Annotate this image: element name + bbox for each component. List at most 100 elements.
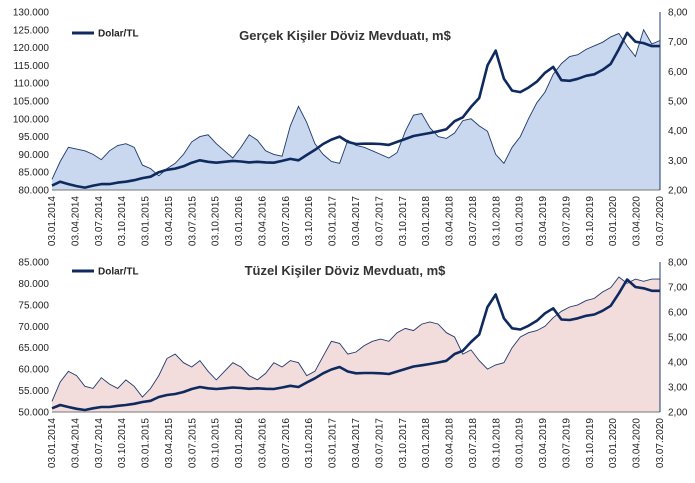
x-tick-label: 03.04.2018 (445, 196, 456, 246)
dolar-tl-line (51, 278, 660, 412)
y-tick-label: 80.000 (18, 186, 49, 197)
x-tick-label: 03.01.2016 (234, 196, 245, 246)
x-tick-label: 03.10.2016 (304, 196, 315, 246)
dolar-tl-line (51, 31, 660, 189)
y-tick-label: 90.000 (18, 150, 49, 161)
x-tick-label: 03.01.2018 (421, 418, 432, 468)
y-tick-label: 100.000 (13, 114, 50, 125)
y-tick-label: 95.000 (18, 132, 49, 143)
x-tick-label: 03.07.2018 (468, 196, 479, 246)
chart-2: 50.000 55.000 60.000 65.000 70.000 75.000 80.0… (18, 258, 687, 469)
y-tick-label: 60.000 (18, 365, 49, 376)
y-tick-label: 70.000 (18, 322, 49, 333)
area-series-fill (52, 29, 660, 190)
y-tick-label: 65.000 (18, 343, 49, 354)
y-tick-label: 110.000 (14, 79, 50, 90)
chart-title: Gerçek Kişiler Döviz Mevduatı, m$ (239, 28, 451, 43)
x-tick-label: 03.10.2018 (491, 418, 502, 468)
x-tick-label: 03.07.2017 (374, 196, 385, 246)
x-tick-label: 03.01.2015 (141, 196, 152, 246)
x-tick-label: 03.04.2014 (70, 418, 81, 468)
x-tick-label: 03.10.2017 (398, 196, 409, 246)
x-tick-label: 03.04.2019 (538, 418, 549, 468)
x-tick-label: 03.07.2015 (187, 196, 198, 246)
y2-tick-label: 4,00 (668, 126, 688, 137)
area-series-outline (51, 28, 661, 180)
legend-label: Dolar/TL (98, 29, 139, 40)
x-tick-label: 03.04.2016 (257, 418, 268, 468)
x-tick-label: 03.04.2018 (445, 418, 456, 468)
x-tick-label: 03.10.2018 (491, 196, 502, 246)
y2-tick-label: 7,00 (668, 283, 688, 294)
y2-tick-label: 8,00 (668, 8, 688, 19)
x-tick-label: 03.04.2019 (538, 196, 549, 246)
area-series-fill (52, 277, 660, 412)
chart-title: Tüzel Kişiler Döviz Mevduatı, m$ (245, 263, 447, 278)
x-tick-label: 03.01.2020 (608, 196, 619, 246)
x-tick-label: 03.10.2016 (304, 418, 315, 468)
x-tick-label: 03.01.2014 (47, 418, 58, 468)
chart-1: 80.000 85.000 90.000 95.000 100.000 105.000 11… (13, 8, 688, 247)
area-series-outline (51, 276, 660, 402)
y-tick-label: 50.000 (18, 408, 49, 419)
x-tick-label: 03.01.2019 (515, 196, 526, 246)
x-tick-label: 03.10.2017 (398, 418, 409, 468)
y2-tick-label: 5,00 (668, 97, 688, 108)
y-tick-label: 120.000 (13, 43, 50, 54)
y2-tick-label: 3,00 (668, 156, 688, 167)
legend-label: Dolar/TL (98, 267, 139, 278)
x-tick-label: 03.04.2017 (351, 418, 362, 468)
x-tick-label: 03.04.2015 (164, 418, 175, 468)
y-tick-label: 85.000 (18, 168, 49, 179)
x-tick-label: 03.01.2016 (234, 418, 245, 468)
y2-tick-label: 5,00 (668, 333, 688, 344)
y-tick-label: 75.000 (18, 300, 49, 311)
x-tick-label: 03.07.2017 (374, 418, 385, 468)
x-tick-label: 03.04.2014 (70, 196, 81, 246)
y-tick-label: 105.000 (13, 97, 50, 108)
x-tick-label: 03.07.2016 (281, 418, 292, 468)
x-tick-label: 03.07.2020 (655, 418, 666, 468)
x-tick-label: 03.01.2018 (421, 196, 432, 246)
x-tick-label: 03.01.2019 (515, 418, 526, 468)
y-tick-label: 115.000 (14, 61, 50, 72)
x-tick-label: 03.07.2019 (561, 196, 572, 246)
x-tick-label: 03.01.2017 (328, 196, 339, 246)
x-tick-label: 03.01.2014 (47, 196, 58, 246)
x-tick-label: 03.04.2020 (632, 196, 643, 246)
x-tick-label: 03.10.2014 (117, 196, 128, 246)
x-tick-label: 03.07.2018 (468, 418, 479, 468)
x-tick-label: 03.07.2015 (187, 418, 198, 468)
y2-tick-label: 6,00 (668, 308, 688, 319)
y2-tick-label: 2,00 (668, 186, 688, 197)
y2-tick-label: 7,00 (668, 37, 688, 48)
x-tick-label: 03.10.2015 (211, 196, 222, 246)
y-tick-label: 55.000 (18, 386, 49, 397)
x-tick-label: 03.10.2014 (117, 418, 128, 468)
y2-tick-label: 4,00 (668, 358, 688, 369)
x-tick-label: 03.04.2020 (632, 418, 643, 468)
x-tick-label: 03.04.2015 (164, 196, 175, 246)
x-tick-label: 03.10.2019 (585, 418, 596, 468)
y-tick-label: 80.000 (18, 279, 49, 290)
x-tick-label: 03.04.2017 (351, 196, 362, 246)
y2-tick-label: 2,00 (668, 408, 688, 419)
x-tick-label: 03.07.2016 (281, 196, 292, 246)
x-tick-label: 03.01.2020 (608, 418, 619, 468)
x-tick-label: 03.07.2014 (94, 196, 105, 246)
y-tick-label: 85.000 (18, 258, 49, 269)
x-tick-label: 03.01.2015 (141, 418, 152, 468)
x-tick-label: 03.10.2019 (585, 196, 596, 246)
x-tick-label: 03.07.2019 (561, 418, 572, 468)
y-tick-label: 125.000 (13, 25, 50, 36)
y2-tick-label: 8,00 (668, 258, 688, 269)
y2-tick-label: 6,00 (668, 67, 688, 78)
x-tick-label: 03.01.2017 (328, 418, 339, 468)
x-tick-label: 03.07.2020 (655, 196, 666, 246)
x-tick-label: 03.10.2015 (211, 418, 222, 468)
x-tick-label: 03.04.2016 (257, 196, 268, 246)
y2-tick-label: 3,00 (668, 383, 688, 394)
x-tick-label: 03.07.2014 (94, 418, 105, 468)
